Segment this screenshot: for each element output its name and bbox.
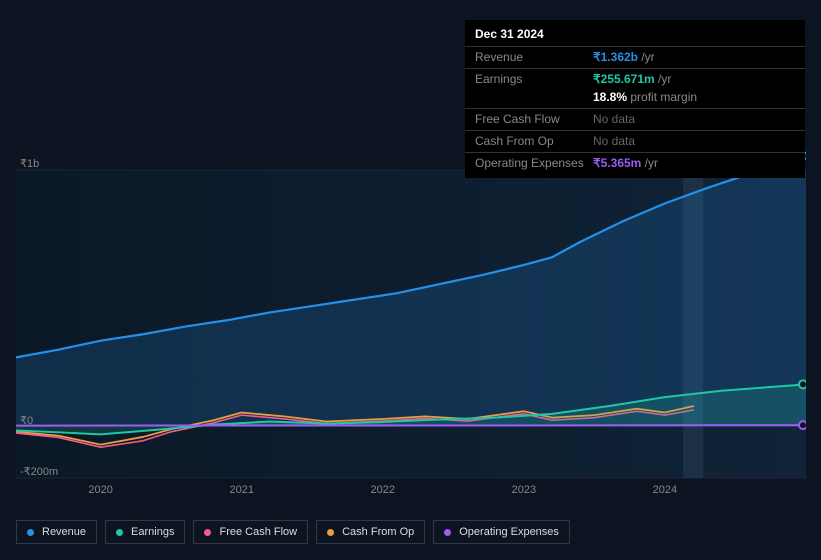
tooltip-row-value: ₹255.671m /yr xyxy=(593,71,671,88)
legend-item[interactable]: Earnings xyxy=(105,520,185,544)
tooltip-row-label: Earnings xyxy=(475,71,593,88)
x-axis-label: 2022 xyxy=(371,484,395,496)
y-axis-label: ₹0 xyxy=(20,414,33,427)
legend-item[interactable]: Cash From Op xyxy=(316,520,425,544)
legend-label: Operating Expenses xyxy=(459,526,559,538)
tooltip-date: Dec 31 2024 xyxy=(465,20,805,46)
tooltip-row: Earnings₹255.671m /yr xyxy=(465,68,805,90)
legend-swatch-icon xyxy=(27,529,34,536)
legend-label: Cash From Op xyxy=(342,526,414,538)
legend-swatch-icon xyxy=(444,529,451,536)
tooltip-row-label: Revenue xyxy=(475,49,593,66)
tooltip-row: Cash From OpNo data xyxy=(465,130,805,152)
chart-legend: Revenue Earnings Free Cash Flow Cash From O… xyxy=(16,520,570,544)
legend-label: Earnings xyxy=(131,526,174,538)
tooltip-row-label: Cash From Op xyxy=(475,133,593,150)
tooltip-no-data: No data xyxy=(593,111,635,128)
legend-item[interactable]: Free Cash Flow xyxy=(193,520,308,544)
tooltip-no-data: No data xyxy=(593,133,635,150)
legend-swatch-icon xyxy=(204,529,211,536)
chart-container: Dec 31 2024 Revenue₹1.362b /yrEarnings₹2… xyxy=(0,0,821,560)
x-axis-label: 2024 xyxy=(653,484,677,496)
x-axis-label: 2021 xyxy=(229,484,253,496)
tooltip-subrow: 18.8% profit margin xyxy=(465,89,805,108)
tooltip-row-label: Operating Expenses xyxy=(475,155,593,172)
tooltip-row-label: Free Cash Flow xyxy=(475,111,593,128)
legend-item[interactable]: Revenue xyxy=(16,520,97,544)
legend-swatch-icon xyxy=(116,529,123,536)
y-axis-label: ₹1b xyxy=(20,157,39,170)
tooltip-row: Free Cash FlowNo data xyxy=(465,108,805,130)
legend-label: Free Cash Flow xyxy=(219,526,297,538)
tooltip-row-value: ₹5.365m /yr xyxy=(593,155,658,172)
x-axis-label: 2020 xyxy=(88,484,112,496)
tooltip-row-value: ₹1.362b /yr xyxy=(593,49,655,66)
x-axis-label: 2023 xyxy=(512,484,536,496)
legend-swatch-icon xyxy=(327,529,334,536)
y-axis-label: -₹200m xyxy=(20,465,58,478)
legend-label: Revenue xyxy=(42,526,86,538)
chart-tooltip: Dec 31 2024 Revenue₹1.362b /yrEarnings₹2… xyxy=(465,20,805,178)
legend-item[interactable]: Operating Expenses xyxy=(433,520,570,544)
tooltip-row: Revenue₹1.362b /yr xyxy=(465,46,805,68)
tooltip-row: Operating Expenses₹5.365m /yr xyxy=(465,152,805,178)
